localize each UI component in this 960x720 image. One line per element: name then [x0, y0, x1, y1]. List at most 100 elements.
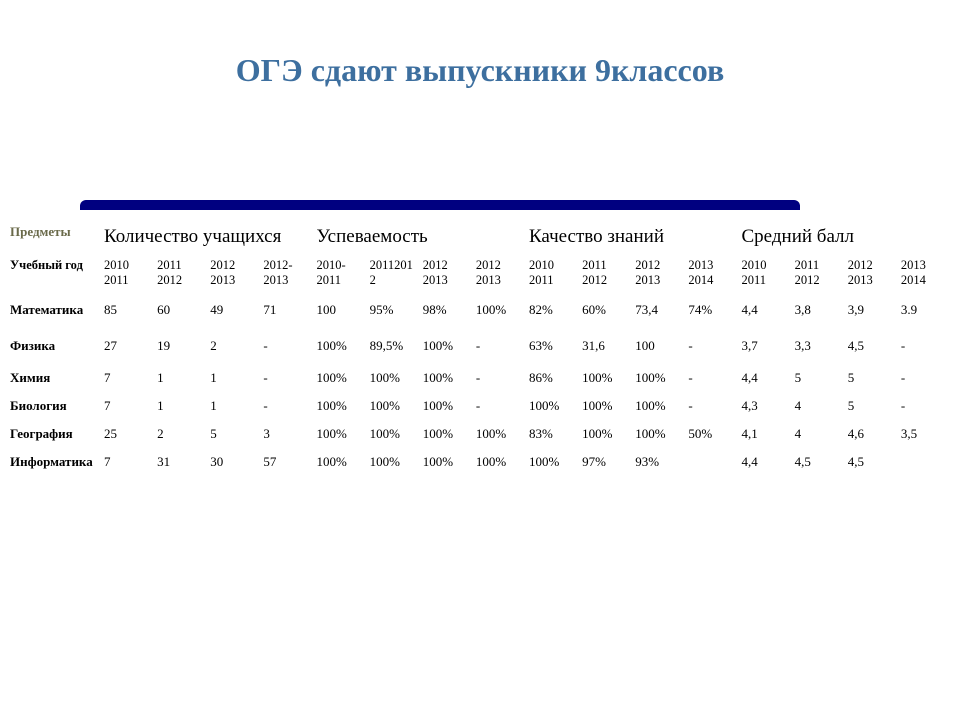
- data-cell: 100%: [315, 448, 368, 476]
- data-cell: 5: [846, 364, 899, 392]
- year-cell: 2010-2011: [315, 254, 368, 292]
- year-cell: 2011 2012: [155, 254, 208, 292]
- year-cell: 2011 2012: [793, 254, 846, 292]
- data-cell: 1: [208, 364, 261, 392]
- table-row: Математика8560497110095%98%100%82%60%73,…: [8, 292, 952, 328]
- data-cell: 4,4: [740, 292, 793, 328]
- data-cell: 100%: [633, 420, 686, 448]
- year-cell: 2012-2013: [261, 254, 314, 292]
- data-cell: 7: [102, 392, 155, 420]
- data-cell: 100%: [474, 292, 527, 328]
- data-cell: 60: [155, 292, 208, 328]
- data-cell: 100%: [474, 448, 527, 476]
- school-year-label: Учебный год: [8, 254, 102, 292]
- data-cell: 100%: [527, 448, 580, 476]
- data-cell: 95%: [368, 292, 421, 328]
- data-cell: 100%: [580, 392, 633, 420]
- data-cell: 71: [261, 292, 314, 328]
- data-cell: 4,4: [740, 364, 793, 392]
- data-cell: 31,6: [580, 328, 633, 364]
- table-row: Химия711-100%100%100%-86%100%100%-4,455-: [8, 364, 952, 392]
- year-cell: 2012 2013: [421, 254, 474, 292]
- data-cell: [686, 448, 739, 476]
- subject-cell: География: [8, 420, 102, 448]
- data-cell: 82%: [527, 292, 580, 328]
- data-cell: 89,5%: [368, 328, 421, 364]
- group-0: Количество учащихся: [102, 220, 315, 254]
- data-cell: 27: [102, 328, 155, 364]
- year-cell: 2012 2013: [846, 254, 899, 292]
- subjects-label: Предметы: [8, 220, 102, 254]
- data-cell: 100%: [527, 392, 580, 420]
- data-cell: 100%: [580, 364, 633, 392]
- data-cell: -: [899, 328, 952, 364]
- data-cell: 74%: [686, 292, 739, 328]
- data-cell: 93%: [633, 448, 686, 476]
- data-cell: 4,5: [846, 448, 899, 476]
- data-cell: -: [474, 392, 527, 420]
- data-cell: 100%: [421, 448, 474, 476]
- data-cell: -: [474, 364, 527, 392]
- subject-cell: Информатика: [8, 448, 102, 476]
- data-cell: 63%: [527, 328, 580, 364]
- data-cell: 3,8: [793, 292, 846, 328]
- data-cell: 4,4: [740, 448, 793, 476]
- data-cell: -: [899, 392, 952, 420]
- data-cell: 30: [208, 448, 261, 476]
- data-cell: [899, 448, 952, 476]
- data-table-wrap: Предметы Количество учащихся Успеваемост…: [8, 220, 952, 476]
- data-cell: 85: [102, 292, 155, 328]
- data-cell: 100%: [633, 392, 686, 420]
- group-3: Средний балл: [740, 220, 953, 254]
- data-cell: 100%: [474, 420, 527, 448]
- year-cell: 2010 2011: [527, 254, 580, 292]
- data-cell: 100%: [421, 364, 474, 392]
- data-cell: 100%: [315, 364, 368, 392]
- subject-cell: Химия: [8, 364, 102, 392]
- data-cell: 3,9: [846, 292, 899, 328]
- data-table: Предметы Количество учащихся Успеваемост…: [8, 220, 952, 476]
- data-cell: 3,7: [740, 328, 793, 364]
- year-cell: 2012 2013: [208, 254, 261, 292]
- year-cell: 2012 2013: [633, 254, 686, 292]
- data-cell: 4,5: [793, 448, 846, 476]
- data-cell: -: [261, 392, 314, 420]
- data-cell: -: [686, 328, 739, 364]
- data-cell: 5: [793, 364, 846, 392]
- data-cell: 100%: [580, 420, 633, 448]
- table-row: Информатика7313057100%100%100%100%100%97…: [8, 448, 952, 476]
- data-cell: 100%: [421, 392, 474, 420]
- group-header-row: Предметы Количество учащихся Успеваемост…: [8, 220, 952, 254]
- year-cell: 2012 2013: [474, 254, 527, 292]
- data-cell: 100%: [315, 420, 368, 448]
- data-cell: 100%: [368, 420, 421, 448]
- data-cell: 7: [102, 448, 155, 476]
- data-cell: -: [686, 364, 739, 392]
- data-cell: 100%: [368, 448, 421, 476]
- year-cell: 2013 2014: [899, 254, 952, 292]
- data-cell: 86%: [527, 364, 580, 392]
- data-cell: 5: [208, 420, 261, 448]
- year-cell: 20112012: [368, 254, 421, 292]
- data-cell: 73,4: [633, 292, 686, 328]
- data-cell: 100%: [421, 328, 474, 364]
- data-cell: 4,3: [740, 392, 793, 420]
- data-cell: 25: [102, 420, 155, 448]
- data-cell: 49: [208, 292, 261, 328]
- data-cell: 4: [793, 392, 846, 420]
- data-cell: 57: [261, 448, 314, 476]
- data-cell: 1: [155, 392, 208, 420]
- data-cell: 4,5: [846, 328, 899, 364]
- data-cell: 1: [208, 392, 261, 420]
- data-cell: 31: [155, 448, 208, 476]
- slide-title: ОГЭ сдают выпускники 9классов: [0, 52, 960, 89]
- group-1: Успеваемость: [315, 220, 528, 254]
- accent-bar: [80, 200, 800, 210]
- year-cell: 2011 2012: [580, 254, 633, 292]
- data-cell: 97%: [580, 448, 633, 476]
- data-cell: 100: [633, 328, 686, 364]
- table-row: Биология711-100%100%100%-100%100%100%-4,…: [8, 392, 952, 420]
- data-cell: -: [261, 364, 314, 392]
- data-cell: 100%: [315, 328, 368, 364]
- data-cell: 2: [155, 420, 208, 448]
